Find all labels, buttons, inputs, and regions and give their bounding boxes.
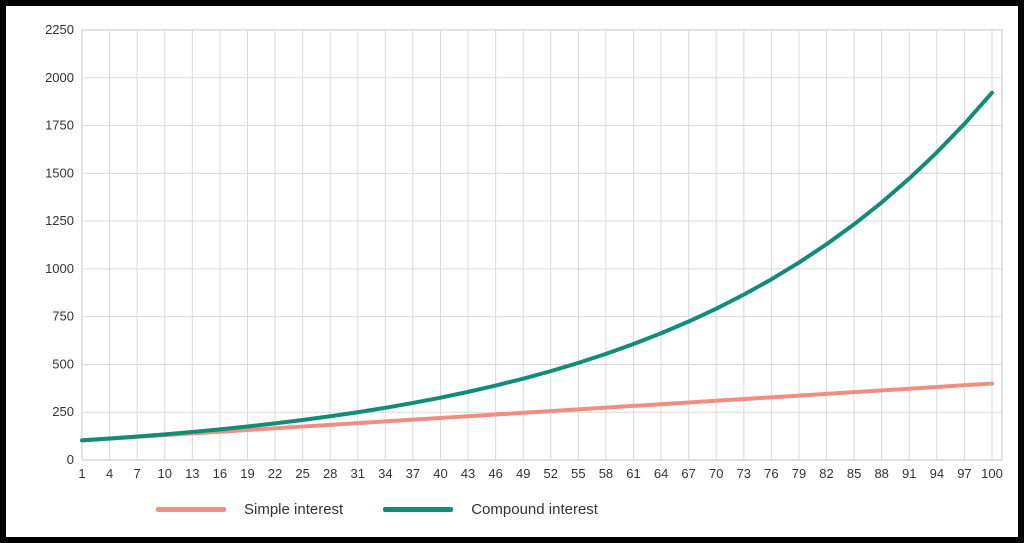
line-chart: 0250500750100012501500175020002250147101…: [32, 25, 1012, 485]
x-tick-label: 100: [981, 466, 1003, 481]
x-tick-label: 61: [626, 466, 640, 481]
y-tick-label: 1000: [45, 261, 74, 276]
plot-area: 0250500750100012501500175020002250147101…: [32, 25, 1012, 485]
chart-frame: 0250500750100012501500175020002250147101…: [0, 0, 1024, 543]
y-tick-label: 250: [52, 404, 74, 419]
legend-label: Simple interest: [244, 501, 343, 518]
x-tick-label: 97: [957, 466, 971, 481]
x-tick-label: 37: [406, 466, 420, 481]
y-tick-label: 2000: [45, 70, 74, 85]
y-tick-label: 500: [52, 356, 74, 371]
x-tick-label: 55: [571, 466, 585, 481]
legend-label: Compound interest: [471, 501, 598, 518]
y-axis-labels: 0 250 500 750 1000 1250 1500 1750 2000 2250: [45, 25, 74, 467]
x-tick-label: 76: [764, 466, 778, 481]
x-tick-label: 49: [516, 466, 530, 481]
grid: [82, 30, 1002, 460]
y-tick-label: 0: [67, 452, 74, 467]
y-tick-label: 2250: [45, 25, 74, 37]
x-tick-label: 34: [378, 466, 392, 481]
x-tick-label: 82: [819, 466, 833, 481]
x-tick-label: 1: [78, 466, 85, 481]
x-tick-label: 43: [461, 466, 475, 481]
x-tick-label: 58: [599, 466, 613, 481]
x-tick-label: 22: [268, 466, 282, 481]
x-tick-label: 7: [134, 466, 141, 481]
x-tick-label: 19: [240, 466, 254, 481]
x-tick-label: 70: [709, 466, 723, 481]
x-tick-label: 52: [544, 466, 558, 481]
x-tick-label: 91: [902, 466, 916, 481]
x-tick-label: 10: [157, 466, 171, 481]
x-tick-label: 85: [847, 466, 861, 481]
y-tick-label: 1750: [45, 118, 74, 133]
x-tick-label: 88: [874, 466, 888, 481]
y-tick-label: 750: [52, 309, 74, 324]
x-tick-label: 46: [488, 466, 502, 481]
x-tick-label: 13: [185, 466, 199, 481]
series-compound-interest: [82, 93, 992, 441]
y-tick-label: 1500: [45, 165, 74, 180]
x-tick-label: 16: [213, 466, 227, 481]
x-tick-label: 67: [681, 466, 695, 481]
x-tick-label: 28: [323, 466, 337, 481]
legend-item: Compound interest: [383, 501, 598, 518]
legend: Simple interest Compound interest: [156, 501, 598, 518]
legend-item: Simple interest: [156, 501, 343, 518]
legend-swatch: [156, 507, 226, 512]
x-axis-labels: 1 4 7 10 13 16 19 22 25 28 31 34 37 40 43 46 49 52 55 58 61 6…: [78, 466, 1002, 481]
x-tick-label: 4: [106, 466, 113, 481]
y-tick-label: 1250: [45, 213, 74, 228]
legend-swatch: [383, 507, 453, 512]
x-tick-label: 31: [351, 466, 365, 481]
x-tick-label: 25: [295, 466, 309, 481]
x-tick-label: 79: [792, 466, 806, 481]
x-tick-label: 64: [654, 466, 668, 481]
x-tick-label: 94: [930, 466, 944, 481]
x-tick-label: 73: [737, 466, 751, 481]
x-tick-label: 40: [433, 466, 447, 481]
